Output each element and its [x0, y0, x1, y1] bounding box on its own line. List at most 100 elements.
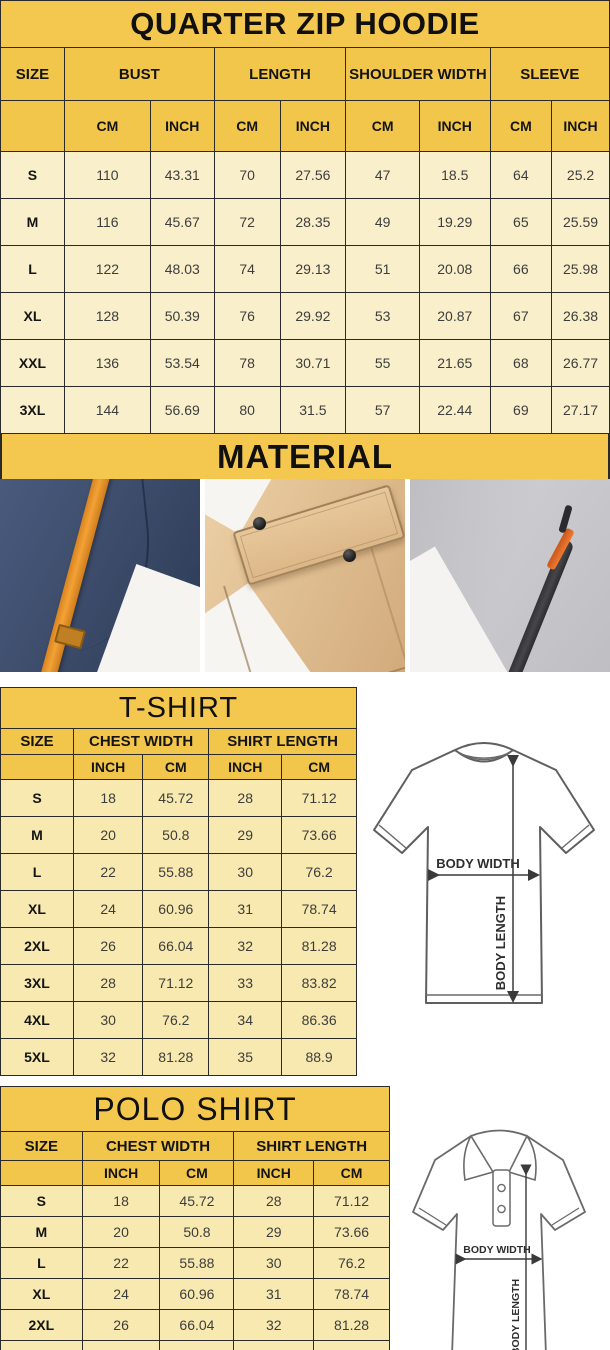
polo-button — [497, 1204, 506, 1214]
polo-section: POLO SHIRT SIZE CHEST WIDTH SHIRT LENGTH… — [0, 1086, 610, 1350]
value-cell: 34 — [208, 1001, 283, 1039]
hoodie-table-body: S 110 43.31 70 27.56 47 18.5 64 25.2 M 116 45.67 72 2… — [0, 151, 610, 434]
value-cell: 74 — [213, 245, 281, 293]
value-cell: 25.98 — [551, 245, 610, 293]
value-cell: 81.28 — [313, 1309, 390, 1341]
value-cell: 29.92 — [279, 292, 347, 340]
size-cell: 3XL — [0, 386, 65, 434]
col-header-bust: BUST — [63, 47, 215, 101]
polo-unit-header-row: INCH CM INCH CM — [0, 1160, 390, 1186]
unit-header-inch: INCH — [81, 1160, 161, 1186]
table-row: L 22 55.88 30 76.2 — [0, 1247, 390, 1279]
value-cell: 30 — [208, 853, 283, 891]
body-width-label: BODY WIDTH — [463, 1244, 530, 1256]
unit-header-cm: CM — [281, 754, 357, 780]
size-cell: L — [0, 853, 74, 891]
hoodie-size-chart-table: QUARTER ZIP HOODIE SIZE BUST LENGTH SHOU… — [0, 0, 610, 434]
value-cell: 27.56 — [279, 151, 347, 199]
value-cell: 53.54 — [149, 339, 215, 387]
polo-size-chart-table: POLO SHIRT SIZE CHEST WIDTH SHIRT LENGTH… — [0, 1086, 390, 1350]
value-cell: 26.77 — [551, 339, 610, 387]
tshirt-size-chart-table: T-SHIRT SIZE CHEST WIDTH SHIRT LENGTH IN… — [0, 687, 357, 1076]
value-cell: 50.8 — [142, 816, 210, 854]
unit-header-inch: INCH — [418, 100, 491, 152]
value-cell: 25.2 — [551, 151, 610, 199]
table-row: XL 24 60.96 31 78.74 — [0, 1278, 390, 1310]
value-cell: 28 — [208, 779, 283, 817]
value-cell: 20.08 — [418, 245, 491, 293]
unit-header-cm: CM — [489, 100, 553, 152]
value-cell: 19.29 — [418, 198, 491, 246]
table-row: S 18 45.72 28 71.12 — [0, 779, 357, 817]
value-cell: 76.2 — [142, 1001, 210, 1039]
value-cell: 28 — [72, 964, 144, 1002]
value-cell: 35 — [208, 1038, 283, 1076]
polo-diagram-area: BODY WIDTH BODY LENGTH — [390, 1086, 610, 1350]
unit-header-inch: INCH — [279, 100, 347, 152]
size-cell: L — [0, 245, 65, 293]
unit-header-cm: CM — [345, 100, 420, 152]
size-cell: XL — [0, 1278, 83, 1310]
material-title: MATERIAL — [216, 437, 394, 475]
unit-header-inch: INCH — [551, 100, 610, 152]
value-cell: 76.2 — [281, 853, 357, 891]
empty-cell — [0, 1160, 83, 1186]
size-cell: 4XL — [0, 1001, 74, 1039]
table-row: L 122 48.03 74 29.13 51 20.08 66 25.98 — [0, 245, 610, 293]
value-cell: 30.71 — [279, 339, 347, 387]
value-cell: 31.5 — [279, 386, 347, 434]
value-cell: 32 — [208, 927, 283, 965]
value-cell: 66 — [489, 245, 553, 293]
value-cell: 110 — [63, 151, 151, 199]
value-cell: 88.9 — [281, 1038, 357, 1076]
empty-cell — [0, 100, 65, 152]
value-cell: 66.04 — [159, 1309, 235, 1341]
size-cell: 2XL — [0, 927, 74, 965]
value-cell: 78.74 — [313, 1278, 390, 1310]
value-cell: 28 — [233, 1185, 315, 1217]
unit-header-cm: CM — [63, 100, 151, 152]
value-cell: 18.5 — [418, 151, 491, 199]
table-row: 2XL 26 66.04 32 81.28 — [0, 1309, 390, 1341]
table-row: S 18 45.72 28 71.12 — [0, 1185, 390, 1217]
value-cell: 28 — [81, 1340, 161, 1350]
table-row: XXL 136 53.54 78 30.71 55 21.65 68 26.77 — [0, 339, 610, 387]
value-cell: 65 — [489, 198, 553, 246]
size-cell: M — [0, 198, 65, 246]
sleeve-cuff-line — [418, 1207, 447, 1226]
polo-table-body: S 18 45.72 28 71.12 M 20 50.8 29 73.66 L 22 55.88 30 7… — [0, 1185, 390, 1350]
value-cell: 64 — [489, 151, 553, 199]
value-cell: 55 — [345, 339, 420, 387]
value-cell: 45.67 — [149, 198, 215, 246]
value-cell: 30 — [233, 1247, 315, 1279]
value-cell: 136 — [63, 339, 151, 387]
table-row: L 22 55.88 30 76.2 — [0, 853, 357, 891]
table-row: M 20 50.8 29 73.66 — [0, 1216, 390, 1248]
value-cell: 22.44 — [418, 386, 491, 434]
tshirt-outline — [372, 749, 595, 1004]
material-photo-navy-drawstring — [0, 479, 200, 672]
body-length-label: BODY LENGTH — [510, 1279, 522, 1350]
value-cell: 24 — [72, 890, 144, 928]
value-cell: 60.96 — [142, 890, 210, 928]
value-cell: 55.88 — [142, 853, 210, 891]
value-cell: 76 — [213, 292, 281, 340]
value-cell: 73.66 — [281, 816, 357, 854]
collar-left-flap — [463, 1134, 495, 1182]
value-cell: 29 — [208, 816, 283, 854]
value-cell: 21.65 — [418, 339, 491, 387]
value-cell: 71.12 — [313, 1185, 390, 1217]
size-cell: 3XL — [0, 964, 74, 1002]
snap-button — [253, 517, 266, 530]
table-row: XL 24 60.96 31 78.74 — [0, 890, 357, 928]
table-row: M 20 50.8 29 73.66 — [0, 816, 357, 854]
value-cell: 128 — [63, 292, 151, 340]
value-cell: 50.39 — [149, 292, 215, 340]
sleeve-cuff-line — [551, 1207, 580, 1226]
value-cell: 71.12 — [281, 779, 357, 817]
button-placket — [492, 1169, 511, 1227]
value-cell: 76.2 — [313, 1247, 390, 1279]
value-cell: 71.12 — [142, 964, 210, 1002]
